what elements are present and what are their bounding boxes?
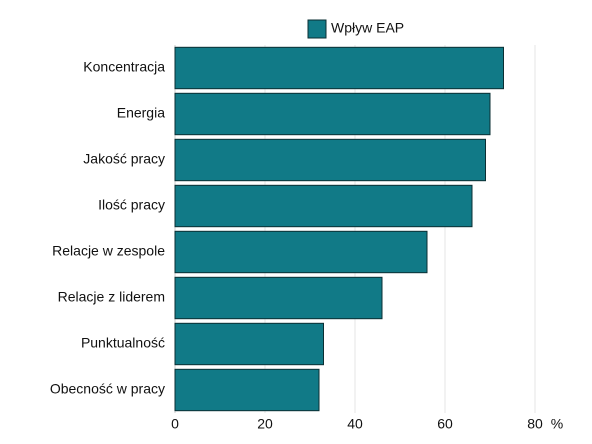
x-tick-label: 0 bbox=[171, 416, 179, 432]
x-axis-label: % bbox=[551, 416, 563, 432]
bar bbox=[174, 322, 324, 366]
y-tick-label: Punktualność bbox=[81, 335, 165, 351]
y-tick-label: Obecność w pracy bbox=[50, 381, 165, 397]
y-tick-label: Ilość pracy bbox=[98, 197, 165, 213]
y-tick-label: Relacje w zespole bbox=[52, 243, 165, 259]
x-tick-label: 20 bbox=[257, 416, 273, 432]
y-tick-label: Jakość pracy bbox=[83, 151, 165, 167]
bar bbox=[174, 368, 320, 412]
bar bbox=[174, 276, 383, 320]
legend-label: Wpływ EAP bbox=[331, 20, 404, 36]
bar bbox=[174, 138, 486, 182]
legend-swatch bbox=[307, 19, 327, 39]
y-tick-label: Energia bbox=[117, 105, 165, 121]
bar bbox=[174, 46, 504, 90]
y-tick-label: Koncentracja bbox=[83, 59, 165, 75]
bar bbox=[174, 230, 428, 274]
x-tick-label: 40 bbox=[347, 416, 363, 432]
bar bbox=[174, 184, 473, 228]
x-tick-label: 80 bbox=[527, 416, 543, 432]
y-tick-label: Relacje z liderem bbox=[58, 289, 165, 305]
bar bbox=[174, 92, 491, 136]
x-tick-label: 60 bbox=[437, 416, 453, 432]
